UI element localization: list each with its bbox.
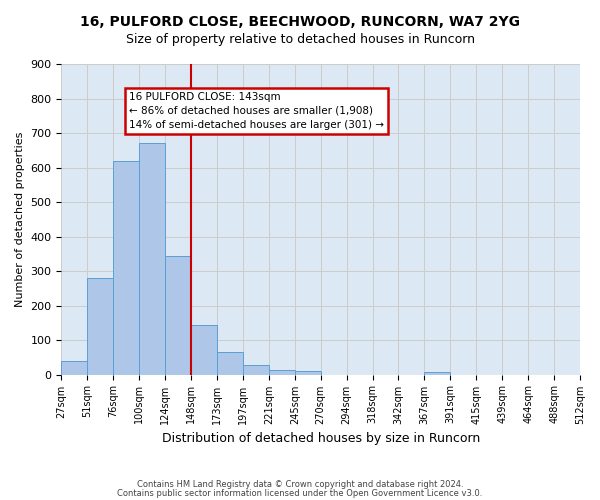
Text: Contains public sector information licensed under the Open Government Licence v3: Contains public sector information licen… <box>118 488 482 498</box>
Bar <box>191 324 217 374</box>
Bar <box>165 256 191 374</box>
Text: Size of property relative to detached houses in Runcorn: Size of property relative to detached ho… <box>125 32 475 46</box>
Bar <box>295 371 321 374</box>
Text: 16, PULFORD CLOSE, BEECHWOOD, RUNCORN, WA7 2YG: 16, PULFORD CLOSE, BEECHWOOD, RUNCORN, W… <box>80 15 520 29</box>
Bar <box>424 372 451 374</box>
Y-axis label: Number of detached properties: Number of detached properties <box>15 132 25 307</box>
Text: Contains HM Land Registry data © Crown copyright and database right 2024.: Contains HM Land Registry data © Crown c… <box>137 480 463 489</box>
Bar <box>269 370 295 374</box>
X-axis label: Distribution of detached houses by size in Runcorn: Distribution of detached houses by size … <box>161 432 480 445</box>
Bar <box>139 144 165 374</box>
Text: 16 PULFORD CLOSE: 143sqm
← 86% of detached houses are smaller (1,908)
14% of sem: 16 PULFORD CLOSE: 143sqm ← 86% of detach… <box>129 92 384 130</box>
Bar <box>88 278 113 374</box>
Bar <box>217 352 243 374</box>
Bar <box>243 366 269 374</box>
Bar <box>61 361 88 374</box>
Bar <box>113 160 139 374</box>
